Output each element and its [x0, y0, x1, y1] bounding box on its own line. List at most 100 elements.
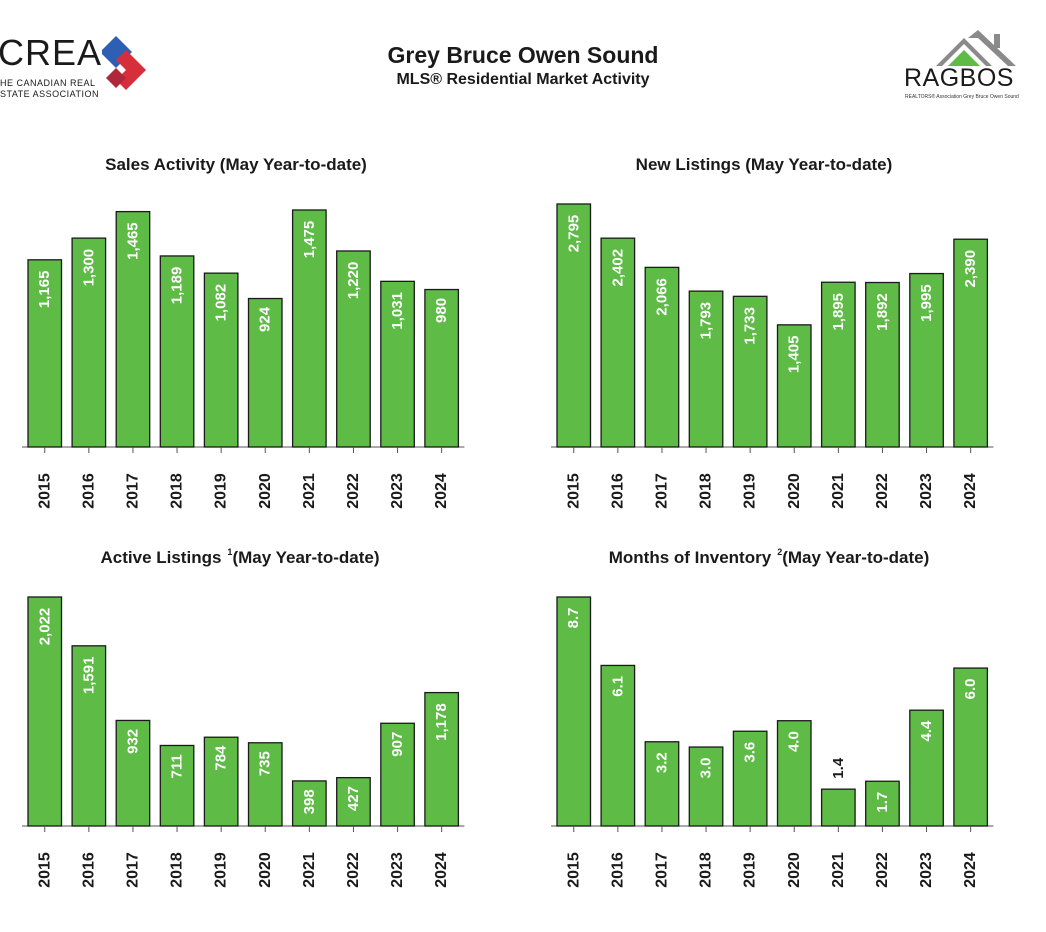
x-tick-label-2020: 2020 — [786, 852, 803, 888]
data-label-2023: 4.4 — [918, 720, 935, 742]
data-label-2015: 2,795 — [565, 215, 582, 253]
bar-2023 — [909, 272, 944, 448]
data-label-2015: 8.7 — [565, 607, 582, 628]
ragbos-logo-tagline: REALTORS® Association Grey Bruce Owen So… — [905, 94, 1019, 100]
data-label-2016: 6.1 — [609, 676, 626, 697]
data-label-2016: 1,591 — [80, 657, 97, 695]
data-label-2018: 1,793 — [698, 302, 715, 340]
x-tick-label-2023: 2023 — [389, 473, 406, 509]
bar-2018 — [159, 255, 195, 448]
data-label-2022: 1,220 — [345, 262, 362, 300]
crea-diamond-icon — [102, 36, 146, 90]
ragbos-logo-word: RAGBOS — [904, 64, 1014, 92]
data-label-2017: 1,465 — [124, 222, 141, 260]
chart-title-footnote: 1 — [227, 547, 232, 557]
x-tick-label-2023: 2023 — [389, 852, 406, 888]
x-tick-label-2023: 2023 — [918, 852, 935, 888]
x-tick-label-2018: 2018 — [169, 473, 186, 509]
bar-2015 — [556, 596, 592, 827]
data-label-2024: 980 — [433, 298, 450, 323]
x-tick-label-2019: 2019 — [213, 473, 230, 509]
data-label-2022: 1.7 — [874, 792, 891, 813]
x-tick-label-2017: 2017 — [124, 852, 141, 888]
x-tick-label-2021: 2021 — [301, 473, 318, 509]
x-tick-label-2016: 2016 — [80, 473, 97, 509]
bar-2023 — [909, 709, 944, 827]
bar-2022 — [336, 776, 371, 827]
x-tick-label-2022: 2022 — [345, 852, 362, 888]
x-tick-label-2019: 2019 — [742, 473, 759, 509]
x-tick-label-2024: 2024 — [433, 852, 450, 888]
x-tick-label-2020: 2020 — [257, 473, 274, 509]
bar-2023 — [380, 280, 415, 448]
data-label-2015: 2,022 — [36, 608, 53, 646]
data-label-2020: 924 — [257, 306, 274, 332]
x-tick-label-2016: 2016 — [80, 852, 97, 888]
x-tick-label-2019: 2019 — [742, 852, 759, 888]
months-of-inventory-chart: Months of Inventory 2(May Year-to-date) 8.… — [551, 547, 994, 888]
x-tick-label-2024: 2024 — [433, 473, 450, 509]
ragbos-logo: RAGBOS REALTORS® Association Grey Bruce … — [898, 30, 1023, 105]
chart-title: New Listings (May Year-to-date) — [636, 155, 893, 174]
data-label-2021: 1,895 — [830, 293, 847, 331]
x-tick-label-2019: 2019 — [213, 852, 230, 888]
bar-2020 — [776, 324, 812, 448]
chart-title-footnote: 2 — [777, 547, 782, 557]
active-listings-chart: Active Listings 1(May Year-to-date) 2,022 2… — [22, 547, 465, 888]
x-tick-label-2020: 2020 — [257, 852, 274, 888]
x-tick-label-2020: 2020 — [786, 473, 803, 509]
crea-logo-line2: STATE ASSOCIATION — [0, 89, 100, 99]
data-label-2019: 1,082 — [213, 284, 230, 322]
x-tick-label-2018: 2018 — [698, 473, 715, 509]
x-tick-label-2022: 2022 — [874, 473, 891, 509]
x-tick-label-2023: 2023 — [918, 473, 935, 509]
bar-2021 — [820, 788, 856, 827]
bar-2019 — [203, 736, 239, 827]
bar-2022 — [865, 780, 900, 827]
bar-2024 — [424, 288, 460, 448]
data-label-2020: 4.0 — [786, 731, 803, 752]
x-tick-label-2018: 2018 — [169, 852, 186, 888]
bar-2016 — [71, 645, 107, 827]
bar-2021 — [291, 209, 327, 448]
x-tick-label-2021: 2021 — [830, 852, 847, 888]
crea-logo: CREA HE CANADIAN REAL STATE ASSOCIATION — [0, 30, 160, 100]
data-label-2019: 784 — [213, 745, 230, 771]
x-tick-label-2022: 2022 — [345, 473, 362, 509]
data-label-2017: 932 — [124, 729, 141, 754]
bar-2015 — [556, 203, 592, 448]
bar-2021 — [820, 281, 856, 448]
bar-2024 — [953, 238, 989, 448]
x-tick-label-2017: 2017 — [124, 473, 141, 509]
bar-2017 — [644, 741, 680, 827]
data-label-2024: 6.0 — [962, 679, 979, 700]
bar-2016 — [71, 237, 107, 448]
bar-2024 — [953, 667, 989, 827]
data-label-2022: 1,892 — [874, 293, 891, 331]
bar-2020 — [776, 720, 812, 827]
bar-2020 — [247, 742, 283, 827]
data-label-2019: 3.6 — [742, 742, 759, 763]
crea-logo-line1: HE CANADIAN REAL — [0, 78, 96, 88]
house-roof-icon — [936, 30, 1016, 66]
sales-activity-chart: Sales Activity (May Year-to-date) 1,165 20… — [22, 155, 465, 509]
page-title: Grey Bruce Owen Sound — [387, 42, 659, 68]
bar-2016 — [600, 664, 636, 827]
data-label-2019: 1,733 — [742, 307, 759, 345]
bar-2018 — [688, 746, 724, 827]
x-tick-label-2024: 2024 — [962, 852, 979, 888]
data-label-2023: 907 — [389, 732, 406, 757]
data-label-2024: 2,390 — [962, 250, 979, 288]
bar-2018 — [688, 290, 724, 448]
chart-title: Active Listings 1(May Year-to-date) — [101, 547, 380, 567]
chart-title: Sales Activity (May Year-to-date) — [105, 155, 367, 174]
data-label-2015: 1,165 — [36, 271, 53, 309]
x-tick-label-2016: 2016 — [609, 473, 626, 509]
x-tick-label-2021: 2021 — [301, 852, 318, 888]
x-tick-label-2015: 2015 — [565, 473, 582, 509]
data-label-2017: 3.2 — [653, 752, 670, 773]
bar-2024 — [424, 691, 460, 827]
data-label-2021: 1.4 — [830, 757, 847, 779]
x-tick-label-2021: 2021 — [830, 473, 847, 509]
